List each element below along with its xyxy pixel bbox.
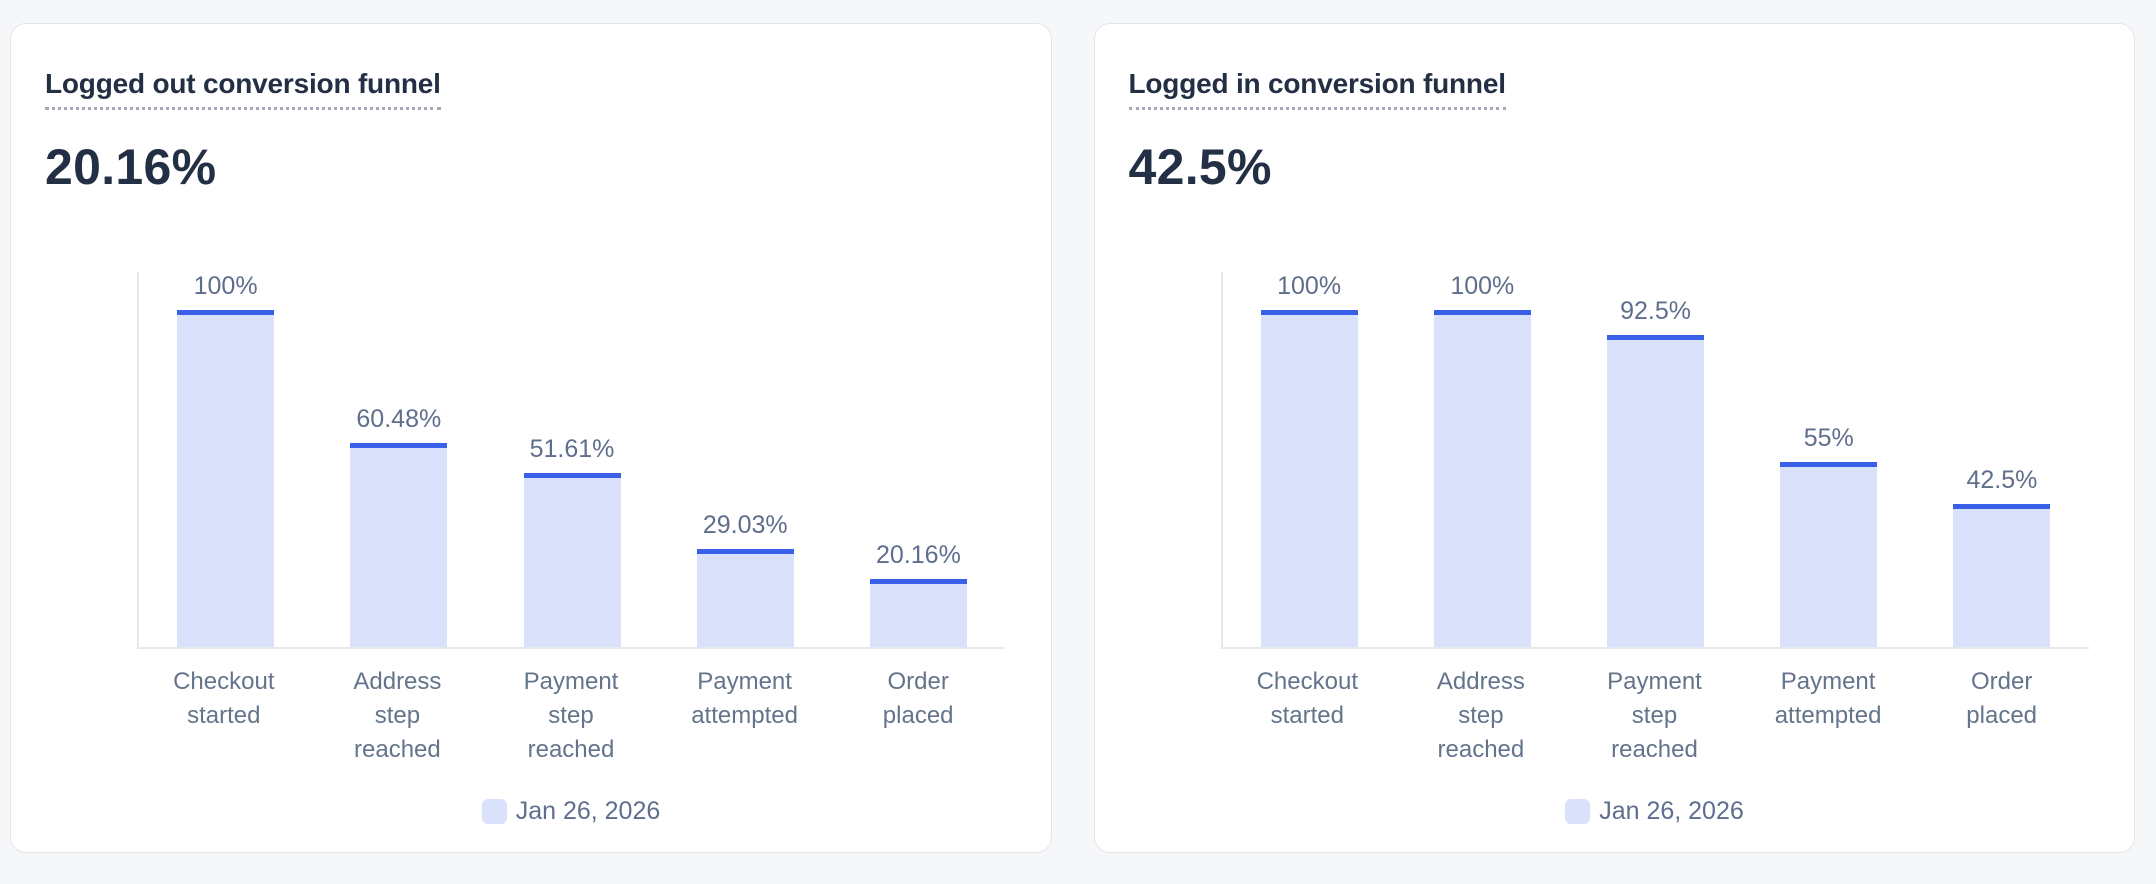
plot-area: 100% 60.48% 51.61% 29.03% 20.16% <box>137 272 1005 650</box>
card-title[interactable]: Logged in conversion funnel <box>1128 68 1506 111</box>
category-label: Payment step reached <box>523 668 619 764</box>
category-label: Address step reached <box>1436 668 1525 764</box>
logged-in-funnel-card: Logged in conversion funnel 42.5% 100% 10… <box>1093 23 2135 853</box>
funnel-bar[interactable] <box>1780 461 1878 648</box>
bar-column: 55% <box>1742 272 1915 648</box>
funnel-bar-chart: 100% 100% 92.5% 55% 42.5% Checkout started Ad… <box>1220 272 2089 826</box>
bar-value-label: 20.16% <box>876 541 961 570</box>
category-label: Payment step reached <box>1607 668 1702 764</box>
bar-column: 100% <box>1223 272 1396 648</box>
category-label: Address step reached <box>353 668 442 764</box>
bar-column: 29.03% <box>659 272 832 648</box>
legend: Jan 26, 2026 <box>1221 797 2089 826</box>
bar-column: 42.5% <box>1915 272 2088 648</box>
legend: Jan 26, 2026 <box>137 797 1005 826</box>
category-label: Payment attempted <box>691 668 798 730</box>
bar-column: 60.48% <box>312 272 485 648</box>
bar-column: 100% <box>1396 272 1569 648</box>
bar-column: 51.61% <box>485 272 658 648</box>
category-axis: Checkout started Address step reached Paym… <box>1221 665 2089 767</box>
conversion-metric-value: 42.5% <box>1128 139 1272 196</box>
funnel-bar[interactable] <box>350 443 448 648</box>
legend-swatch-icon <box>481 799 507 825</box>
bar-value-label: 29.03% <box>702 511 788 540</box>
funnel-bar[interactable] <box>1607 335 1704 648</box>
legend-item[interactable]: Jan 26, 2026 <box>481 797 661 826</box>
funnel-bar[interactable] <box>1433 310 1531 648</box>
funnel-bar[interactable] <box>869 579 967 648</box>
category-label: Order placed <box>1966 668 2038 730</box>
bar-column: 20.16% <box>832 272 1005 648</box>
category-label: Payment attempted <box>1774 668 1882 730</box>
card-title-row: Logged out conversion funnel <box>45 68 1021 111</box>
bar-column: 100% <box>139 272 312 648</box>
bar-value-label: 100% <box>193 272 258 301</box>
funnel-bar[interactable] <box>1260 310 1358 648</box>
funnel-bar[interactable] <box>1953 503 2051 648</box>
card-title[interactable]: Logged out conversion funnel <box>45 68 441 111</box>
conversion-metric-value: 20.16% <box>45 139 217 196</box>
legend-label: Jan 26, 2026 <box>1599 797 1744 826</box>
funnel-bar[interactable] <box>523 473 621 648</box>
logged-out-funnel-card: Logged out conversion funnel 20.16% 100%… <box>10 23 1052 853</box>
legend-label: Jan 26, 2026 <box>515 797 661 826</box>
plot-area: 100% 100% 92.5% 55% 42.5% <box>1220 272 2089 650</box>
funnel-bar[interactable] <box>177 310 275 648</box>
bar-value-label: 55% <box>1803 423 1854 452</box>
bar-value-label: 100% <box>1277 272 1342 301</box>
bar-column: 92.5% <box>1569 272 1742 648</box>
bar-value-label: 51.61% <box>529 435 615 464</box>
legend-swatch-icon <box>1565 799 1591 825</box>
bar-value-label: 60.48% <box>356 405 442 434</box>
category-label: Checkout started <box>173 668 275 730</box>
funnel-bar-chart: 100% 60.48% 51.61% 29.03% 20.16% Checkout st… <box>137 272 1005 826</box>
bar-value-label: 92.5% <box>1620 297 1691 326</box>
card-title-row: Logged in conversion funnel <box>1128 68 2105 111</box>
funnel-bar[interactable] <box>696 549 794 648</box>
bar-value-label: 42.5% <box>1966 465 2038 494</box>
legend-item[interactable]: Jan 26, 2026 <box>1565 797 1744 826</box>
category-label: Order placed <box>882 668 954 730</box>
bar-value-label: 100% <box>1450 272 1515 301</box>
category-label: Checkout started <box>1256 668 1358 730</box>
category-axis: Checkout started Address step reached Paym… <box>137 665 1005 767</box>
